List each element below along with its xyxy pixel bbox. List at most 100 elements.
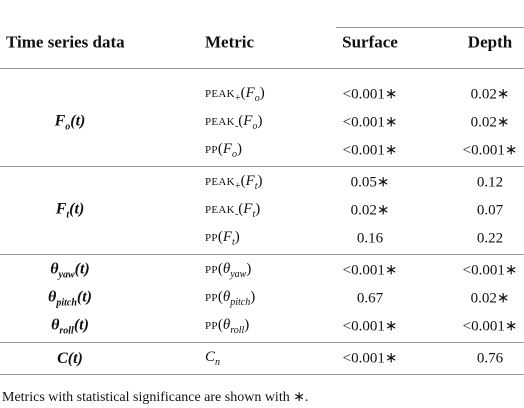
text-segment: ) <box>246 261 252 277</box>
text-segment: roll <box>59 325 74 337</box>
text-segment: F <box>243 201 253 217</box>
text-segment: ) <box>259 85 265 101</box>
surface-value: <0.001∗ <box>342 114 398 131</box>
group-rule <box>0 342 524 343</box>
depth-value: 0.12 <box>476 174 504 191</box>
text-segment: ( <box>217 317 223 333</box>
metric: PEAK+(Ft) <box>205 174 263 192</box>
text-segment: ( <box>217 261 223 277</box>
text-segment: PP <box>205 264 218 276</box>
text-segment: yaw <box>58 269 75 281</box>
text-segment: θ <box>222 317 231 333</box>
surface-value: 0.16 <box>356 230 384 247</box>
text-segment: ) <box>234 229 240 245</box>
text-segment: ( <box>240 85 246 101</box>
text-segment: θ <box>51 316 60 334</box>
text-segment: ) <box>244 317 250 333</box>
depth-value: 0.02∗ <box>470 290 510 307</box>
surface-value: <0.001∗ <box>342 142 398 159</box>
text-segment: ) <box>250 289 256 305</box>
text-segment: θ <box>50 260 59 278</box>
metric: PP(Ft) <box>205 230 240 248</box>
metric: PP(θroll) <box>205 318 249 336</box>
text-segment: + <box>234 93 241 104</box>
text-segment: - <box>234 121 239 132</box>
footnote: Metrics with statistical significance ar… <box>2 390 309 405</box>
text-segment: (t) <box>76 288 92 306</box>
text-segment: θ <box>222 261 231 277</box>
text-segment: PP <box>205 320 218 332</box>
text-segment: PEAK <box>205 176 235 188</box>
text-segment: PP <box>205 232 218 244</box>
text-segment: t <box>252 209 256 220</box>
text-segment: PP <box>205 144 218 156</box>
text-segment: pitch <box>230 297 251 308</box>
metric: PEAK+(Fo) <box>205 86 265 104</box>
text-segment: o <box>252 121 258 132</box>
text-segment: PEAK <box>205 116 235 128</box>
text-segment: (t) <box>70 112 86 130</box>
text-segment: t <box>254 181 258 192</box>
text-segment: C <box>57 350 68 367</box>
group-rule <box>336 27 524 28</box>
text-segment: t <box>66 209 70 221</box>
row-label: Fo(t) <box>54 112 86 133</box>
metric: Cn <box>205 350 220 368</box>
metric: PP(θpitch) <box>205 290 255 308</box>
text-segment: F <box>54 112 66 130</box>
metric: PP(θyaw) <box>205 262 251 280</box>
surface-value: 0.02∗ <box>350 202 390 219</box>
row-label: θroll(t) <box>51 316 89 337</box>
text-segment: C <box>205 349 216 365</box>
row-label: θyaw(t) <box>50 260 90 281</box>
text-segment: ( <box>238 201 244 217</box>
row-label: Ft(t) <box>55 200 85 221</box>
column-header: Metric <box>205 32 255 52</box>
text-segment: ) <box>257 113 263 129</box>
depth-value: 0.76 <box>476 350 504 367</box>
column-header: Depth <box>467 32 513 52</box>
depth-value: 0.02∗ <box>470 114 510 131</box>
text-segment: pitch <box>56 297 77 309</box>
text-segment: ( <box>217 229 223 245</box>
group-rule <box>0 374 524 375</box>
surface-value: 0.05∗ <box>350 174 390 191</box>
text-segment: n <box>215 357 221 368</box>
text-segment: - <box>234 209 239 220</box>
depth-value: 0.02∗ <box>470 86 510 103</box>
text-segment: roll <box>230 325 245 336</box>
text-segment: ) <box>255 201 261 217</box>
depth-value: 0.07 <box>476 202 504 219</box>
text-segment: PEAK <box>205 88 235 100</box>
text-segment: ( <box>238 113 244 129</box>
text-segment: ( <box>217 141 223 157</box>
text-segment: F <box>245 173 255 189</box>
group-rule <box>0 166 524 167</box>
column-header: Surface <box>342 32 398 52</box>
metric: PEAK-(Ft) <box>205 202 260 220</box>
text-segment: θ <box>222 289 231 305</box>
text-segment: F <box>55 200 67 218</box>
group-rule <box>0 254 524 255</box>
text-segment: ) <box>257 173 263 189</box>
metric: PP(Fo) <box>205 142 242 160</box>
text-segment: PP <box>205 292 218 304</box>
surface-value: <0.001∗ <box>342 86 398 103</box>
text-segment: F <box>222 229 233 245</box>
row-label: C(t) <box>57 351 83 367</box>
text-segment: ( <box>240 173 246 189</box>
depth-value: <0.001∗ <box>462 142 518 159</box>
text-segment: + <box>234 181 241 192</box>
surface-value: <0.001∗ <box>342 350 398 367</box>
text-segment: t <box>232 237 235 248</box>
depth-value: <0.001∗ <box>462 318 518 335</box>
metric: PEAK-(Fo) <box>205 114 262 132</box>
text-segment: ) <box>237 141 243 157</box>
text-segment: PEAK <box>205 204 235 216</box>
depth-value: 0.22 <box>476 230 504 247</box>
text-segment: yaw <box>230 269 247 280</box>
text-segment: o <box>254 93 260 104</box>
row-label: θpitch(t) <box>48 288 92 309</box>
column-header: Time series data <box>6 32 125 52</box>
text-segment: F <box>245 85 255 101</box>
